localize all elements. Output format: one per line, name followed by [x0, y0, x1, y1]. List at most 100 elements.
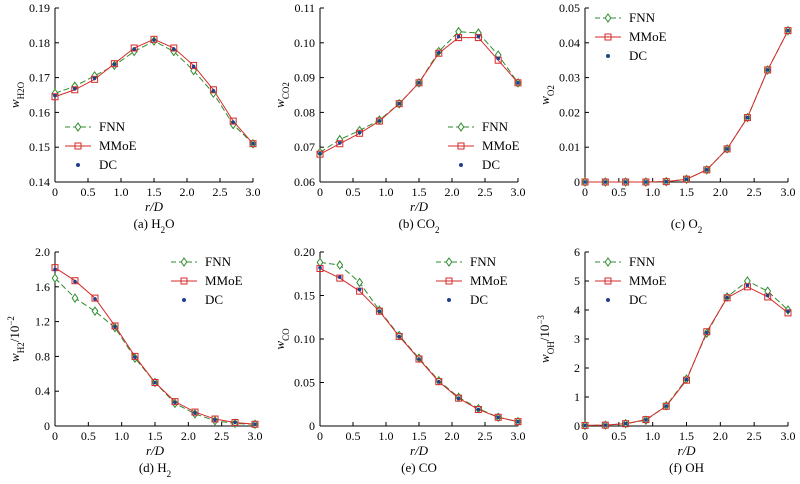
legend-label-fnn: FNN: [629, 254, 656, 269]
legend-label-fnn: FNN: [470, 254, 497, 269]
data-point-dc: [644, 180, 648, 184]
legend-marker-fnn: [445, 257, 453, 267]
y-axis-label: wH2/10−2: [6, 316, 26, 362]
data-point-mmoe: [395, 332, 403, 340]
y-tick-label: 0.19: [29, 1, 50, 15]
data-point-dc: [318, 151, 322, 156]
data-point-dc: [397, 101, 402, 106]
x-tick-label: 3.0: [511, 185, 526, 199]
y-tick-label: 2: [574, 361, 580, 375]
x-tick-label: 0.5: [611, 429, 626, 443]
data-point-mmoe: [336, 140, 344, 148]
data-point-dc: [496, 415, 501, 420]
legend-marker-mmoe: [604, 277, 612, 285]
series-line-mmoe: [54, 38, 254, 145]
data-point-mmoe: [581, 421, 589, 429]
legend: FNN MMoE DC: [171, 254, 243, 307]
x-tick-label: 2.0: [445, 429, 460, 443]
y-tick-label: 0.03: [559, 71, 580, 85]
y-tick-label: 0.15: [294, 289, 315, 303]
y-tick-label: 0.09: [294, 71, 315, 85]
data-point-mmoe: [111, 322, 119, 330]
y-tick-label: 0.07: [294, 140, 315, 154]
y-tick-label: 0.16: [29, 105, 50, 119]
panel-caption: (e) CO: [401, 460, 437, 475]
legend-marker-dc: [447, 298, 451, 302]
data-point-dc: [603, 423, 608, 427]
data-point-dc: [623, 421, 628, 426]
caption-text: (f) OH: [669, 460, 704, 475]
x-tick-label: 1.5: [412, 185, 427, 199]
y-label-sup: −2: [6, 316, 16, 326]
data-point-mmoe: [316, 265, 324, 273]
data-point-mmoe: [229, 117, 237, 125]
x-tick-label: 0.5: [346, 429, 361, 443]
legend-marker-mmoe: [74, 142, 82, 150]
x-tick-label: 3.0: [248, 429, 263, 443]
legend-label-dc: DC: [99, 157, 117, 172]
data-point-dc: [516, 419, 520, 424]
data-point-dc: [765, 68, 770, 72]
data-point-dc: [397, 334, 402, 339]
legend-marker-mmoe: [180, 277, 188, 285]
y-tick-label: 0.10: [294, 332, 315, 346]
data-point-mmoe: [581, 178, 589, 186]
legend-label-dc: DC: [205, 292, 223, 307]
x-tick-label: 1.5: [679, 429, 694, 443]
data-point-mmoe: [91, 75, 99, 83]
x-tick-label: 1.0: [645, 429, 660, 443]
data-point-dc: [377, 309, 382, 313]
chart-panel-5: 0 0.5 1.0 1.5 2.0 2.5 3.0 0 0.05 0.10 0.15 0.20 r/D w…: [272, 245, 526, 475]
series-line-fnn: [584, 280, 789, 426]
series-line-mmoe: [584, 286, 789, 426]
data-point-dc: [193, 411, 197, 415]
data-point-fnn: [91, 306, 99, 317]
data-point-dc: [437, 379, 441, 384]
data-point-dc: [53, 93, 57, 98]
data-point-dc: [603, 180, 608, 184]
data-point-mmoe: [435, 49, 443, 57]
data-point-dc: [684, 377, 689, 382]
data-point-fnn: [51, 273, 59, 283]
data-point-dc: [725, 295, 729, 300]
y-tick-label: 0.05: [559, 1, 580, 15]
data-point-mmoe: [71, 86, 79, 94]
x-tick-label: 1.5: [412, 429, 427, 443]
data-point-mmoe: [622, 178, 630, 186]
data-point-dc: [684, 177, 689, 182]
y-tick-label: 0: [574, 419, 580, 433]
y-tick-label: 1: [574, 390, 580, 404]
data-point-mmoe: [642, 416, 650, 424]
data-point-dc: [705, 168, 709, 172]
y-label-sub: H2: [16, 342, 26, 353]
data-point-dc: [623, 180, 628, 184]
data-point-dc: [233, 420, 237, 425]
data-point-dc: [211, 89, 216, 93]
data-point-mmoe: [455, 394, 463, 402]
caption-sub: 2: [161, 225, 166, 235]
x-tick-label: 1.0: [379, 429, 394, 443]
legend-marker-mmoe: [457, 142, 465, 150]
x-tick-label: 0: [317, 185, 323, 199]
y-label-main: w: [537, 354, 552, 363]
data-point-mmoe: [130, 44, 138, 52]
data-point-mmoe: [170, 44, 178, 52]
series-line-fnn: [54, 277, 256, 425]
data-point-dc: [338, 141, 342, 145]
panel-caption: (b) CO2: [399, 216, 440, 235]
data-point-mmoe: [336, 274, 344, 282]
x-tick-label: 1.5: [148, 429, 163, 443]
data-point-mmoe: [642, 178, 650, 186]
data-point-mmoe: [356, 129, 364, 137]
panel-caption: (d) H2: [139, 460, 171, 479]
legend-label-mmoe: MMoE: [99, 138, 137, 153]
data-point-dc: [73, 279, 77, 284]
x-tick-label: 1.5: [147, 185, 162, 199]
x-tick-label: 0: [52, 429, 58, 443]
data-point-mmoe: [190, 61, 198, 69]
series-line-mmoe: [585, 30, 789, 183]
data-point-mmoe: [683, 175, 690, 183]
x-tick-label: 2.0: [445, 185, 460, 199]
caption-text: (d) H: [139, 460, 167, 475]
data-point-mmoe: [474, 34, 482, 42]
